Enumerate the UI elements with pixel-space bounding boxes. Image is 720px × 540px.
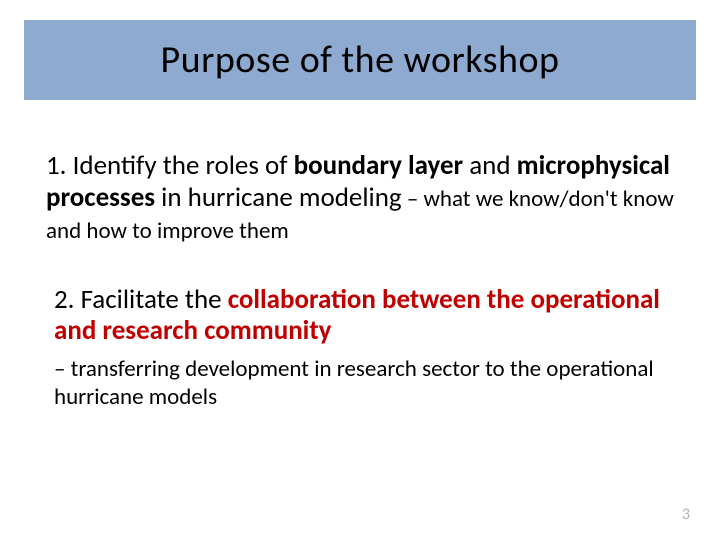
slide-content: 1. Identify the roles of boundary layer …: [40, 150, 680, 411]
page-number: 3: [682, 505, 690, 524]
bullet-2-text-a: Facilitate the: [75, 283, 228, 316]
bullet-1-num: 1.: [46, 149, 67, 182]
bullet-1-text-a: Identify the roles of: [67, 149, 294, 182]
bullet-1-text-b: and: [463, 149, 517, 182]
bullet-2: 2. Facilitate the collaboration between …: [40, 284, 680, 348]
bullet-1-text-c: in hurricane modeling: [155, 181, 402, 214]
bullet-2-num: 2.: [54, 283, 75, 316]
bullet-1: 1. Identify the roles of boundary layer …: [40, 150, 680, 246]
slide-title: Purpose of the workshop: [161, 37, 560, 83]
title-band: Purpose of the workshop: [24, 20, 696, 100]
bullet-1-bold-a: boundary layer: [294, 149, 464, 182]
bullet-2-sub: – transferring development in research s…: [40, 355, 680, 411]
